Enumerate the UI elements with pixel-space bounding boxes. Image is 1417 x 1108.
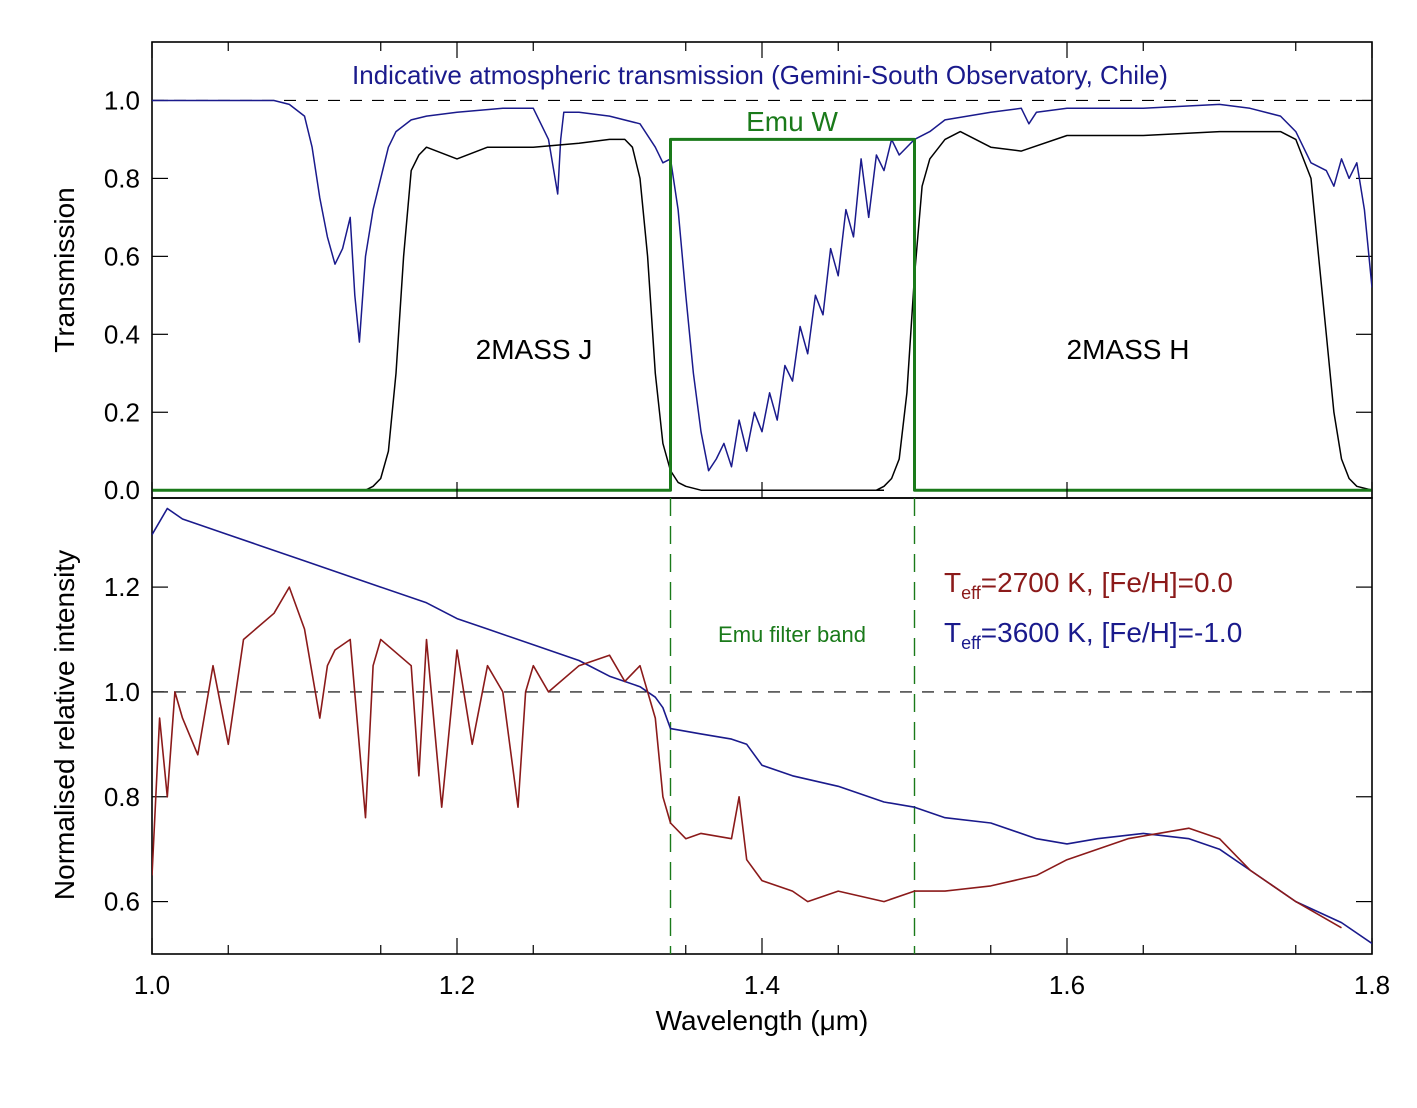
top-ytick-label: 0.2 bbox=[104, 397, 140, 427]
bottom-x-ticks: 1.0 1.2 1.4 1.6 1.8 bbox=[134, 42, 1390, 1000]
legend-warm-rest: =3600 K, [Fe/H]=-1.0 bbox=[981, 617, 1243, 648]
bottom-ytick-label: 1.2 bbox=[104, 572, 140, 602]
xtick-label: 1.8 bbox=[1354, 970, 1390, 1000]
transmission-panel: 0.0 0.2 0.4 0.6 0.8 1.0 Indicative atmospheri… bbox=[49, 41, 1373, 505]
xtick-label: 1.2 bbox=[439, 970, 475, 1000]
top-ytick-label: 0.8 bbox=[104, 163, 140, 193]
emu-band-edges bbox=[669, 498, 916, 954]
bottom-ytick-label: 0.6 bbox=[104, 887, 140, 917]
series-cool bbox=[152, 586, 1342, 929]
legend-cool-main: T bbox=[944, 567, 961, 598]
bottom-ytick-label: 1.0 bbox=[104, 677, 140, 707]
x-axis-label: Wavelength (μm) bbox=[656, 1005, 869, 1036]
top-y-axis-label: Transmission bbox=[49, 187, 80, 352]
legend-warm-sub: eff bbox=[961, 633, 982, 653]
series-twomass-j bbox=[152, 138, 884, 491]
legend-entry-warm: Teff=3600 K, [Fe/H]=-1.0 bbox=[944, 617, 1242, 653]
legend-cool-sub: eff bbox=[961, 583, 982, 603]
top-y-ticks: 0.0 0.2 0.4 0.6 0.8 1.0 bbox=[104, 85, 1372, 505]
xtick-label: 1.4 bbox=[744, 970, 780, 1000]
xtick-label: 1.0 bbox=[134, 970, 170, 1000]
top-ytick-label: 0.4 bbox=[104, 319, 140, 349]
bottom-series bbox=[152, 507, 1372, 945]
emu-w-label: Emu W bbox=[746, 106, 838, 137]
top-chart-title: Indicative atmospheric transmission (Gem… bbox=[352, 60, 1168, 90]
emu-filter-band-label: Emu filter band bbox=[718, 622, 866, 647]
legend: Teff=2700 K, [Fe/H]=0.0 Teff=3600 K, [Fe… bbox=[944, 567, 1242, 653]
series-warm bbox=[152, 507, 1372, 945]
legend-warm-main: T bbox=[944, 617, 961, 648]
twomass-j-label: 2MASS J bbox=[476, 334, 593, 365]
intensity-panel: 0.6 0.8 1.0 1.2 1.0 1.2 1.4 1.6 1.8 Emu filter … bbox=[49, 42, 1390, 1036]
xtick-label: 1.6 bbox=[1049, 970, 1085, 1000]
bottom-ytick-label: 0.8 bbox=[104, 782, 140, 812]
top-ytick-label: 1.0 bbox=[104, 85, 140, 115]
legend-cool-rest: =2700 K, [Fe/H]=0.0 bbox=[981, 567, 1233, 598]
series-emu-w bbox=[152, 137, 1372, 492]
top-ytick-label: 0.6 bbox=[104, 241, 140, 271]
bottom-y-axis-label: Normalised relative intensity bbox=[49, 550, 80, 900]
bottom-y-ticks: 0.6 0.8 1.0 1.2 bbox=[104, 572, 1372, 917]
top-series bbox=[152, 99, 1372, 492]
series-twomass-h bbox=[838, 130, 1372, 491]
legend-entry-cool: Teff=2700 K, [Fe/H]=0.0 bbox=[944, 567, 1233, 603]
top-ytick-label: 0.0 bbox=[104, 475, 140, 505]
series-atmosphere bbox=[152, 99, 1372, 472]
twomass-h-label: 2MASS H bbox=[1067, 334, 1190, 365]
